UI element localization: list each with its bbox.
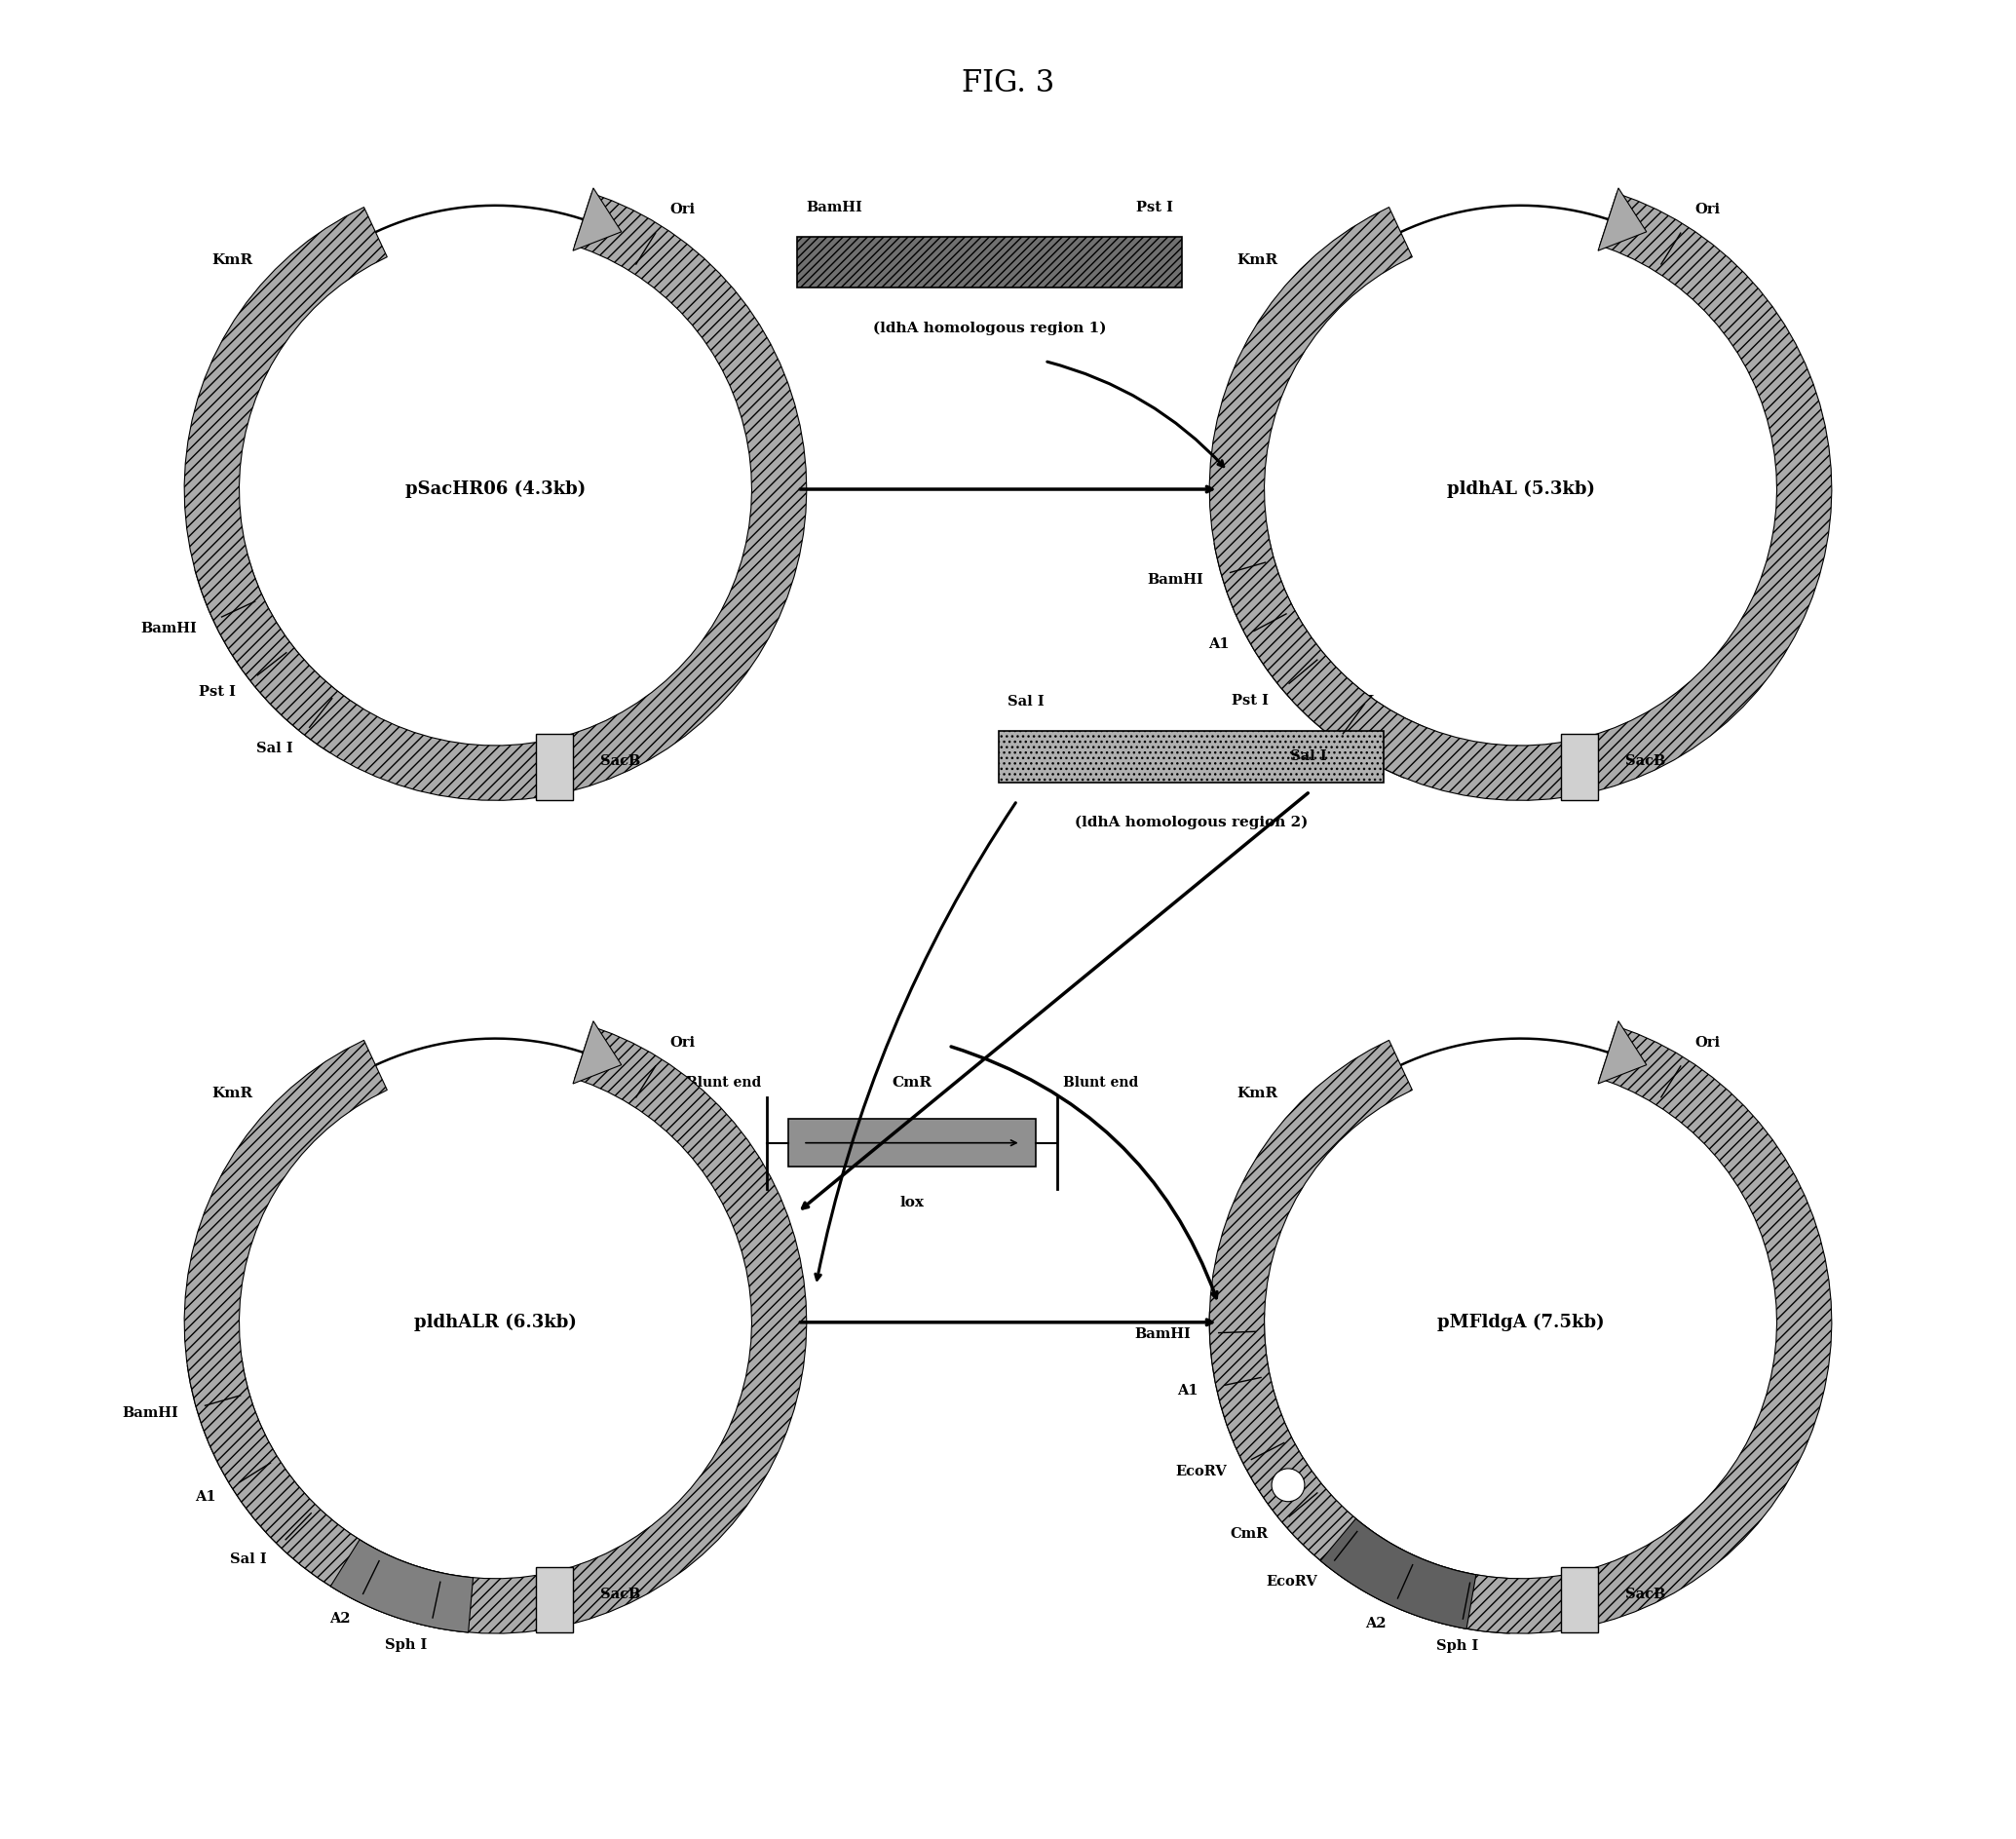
Polygon shape bbox=[1599, 188, 1647, 250]
Polygon shape bbox=[573, 1021, 621, 1083]
Text: BamHI: BamHI bbox=[141, 622, 198, 634]
Text: Blunt end: Blunt end bbox=[685, 1076, 760, 1091]
Polygon shape bbox=[183, 1026, 806, 1633]
Text: pMFldgA (7.5kb): pMFldgA (7.5kb) bbox=[1437, 1313, 1605, 1331]
Text: Sal I: Sal I bbox=[1290, 748, 1327, 763]
Text: BamHI: BamHI bbox=[806, 200, 863, 215]
Text: A1: A1 bbox=[196, 1490, 216, 1504]
Text: pldhALR (6.3kb): pldhALR (6.3kb) bbox=[413, 1313, 577, 1331]
Text: A2: A2 bbox=[1365, 1616, 1387, 1629]
Text: SacB: SacB bbox=[601, 754, 641, 769]
Text: Pst I: Pst I bbox=[200, 686, 236, 699]
Text: Sal I: Sal I bbox=[1008, 695, 1044, 710]
FancyBboxPatch shape bbox=[998, 730, 1383, 782]
Text: Sal I: Sal I bbox=[256, 743, 292, 756]
Text: KmR: KmR bbox=[1238, 1087, 1278, 1100]
Polygon shape bbox=[1320, 1519, 1476, 1629]
Text: BamHI: BamHI bbox=[1135, 1328, 1191, 1341]
Text: Pst I: Pst I bbox=[1135, 200, 1173, 215]
Polygon shape bbox=[183, 193, 806, 800]
Text: (ldhA homologous region 1): (ldhA homologous region 1) bbox=[873, 320, 1107, 335]
Polygon shape bbox=[1214, 533, 1425, 778]
Text: BamHI: BamHI bbox=[123, 1407, 179, 1420]
Text: BamHI: BamHI bbox=[1147, 574, 1204, 587]
Text: KmR: KmR bbox=[212, 254, 252, 267]
Text: SacB: SacB bbox=[1625, 754, 1665, 769]
Polygon shape bbox=[331, 1539, 474, 1633]
Text: Sph I: Sph I bbox=[385, 1639, 427, 1651]
Text: SacB: SacB bbox=[1625, 1587, 1665, 1602]
Text: Ori: Ori bbox=[669, 202, 696, 217]
Text: KmR: KmR bbox=[1238, 254, 1278, 267]
Polygon shape bbox=[573, 188, 621, 250]
Text: EcoRV: EcoRV bbox=[1266, 1576, 1318, 1589]
Text: Ori: Ori bbox=[1695, 202, 1720, 217]
Polygon shape bbox=[196, 555, 359, 754]
Text: pSacHR06 (4.3kb): pSacHR06 (4.3kb) bbox=[405, 480, 587, 498]
Bar bbox=[536, 1567, 573, 1633]
Text: CmR: CmR bbox=[1230, 1528, 1268, 1541]
Bar bbox=[536, 734, 573, 800]
Polygon shape bbox=[1210, 193, 1833, 800]
Text: pldhAL (5.3kb): pldhAL (5.3kb) bbox=[1447, 480, 1595, 498]
Text: Pst I: Pst I bbox=[1232, 695, 1268, 708]
Text: A2: A2 bbox=[331, 1611, 351, 1626]
Polygon shape bbox=[1210, 1026, 1833, 1633]
Text: Sph I: Sph I bbox=[1437, 1639, 1480, 1653]
Polygon shape bbox=[187, 1357, 474, 1633]
Text: A1: A1 bbox=[1177, 1385, 1198, 1398]
Text: Blunt end: Blunt end bbox=[1062, 1076, 1139, 1091]
Text: KmR: KmR bbox=[212, 1087, 252, 1100]
Circle shape bbox=[1272, 1469, 1304, 1502]
Text: Sph I: Sph I bbox=[1333, 695, 1375, 710]
Text: Sal I: Sal I bbox=[230, 1552, 266, 1567]
Bar bbox=[1560, 1567, 1599, 1633]
FancyBboxPatch shape bbox=[798, 237, 1181, 289]
Text: A1: A1 bbox=[1208, 636, 1230, 651]
Text: lox: lox bbox=[899, 1195, 923, 1210]
Text: Ori: Ori bbox=[669, 1035, 696, 1050]
Polygon shape bbox=[1599, 1021, 1647, 1083]
FancyBboxPatch shape bbox=[788, 1120, 1036, 1166]
Bar bbox=[1560, 734, 1599, 800]
Text: EcoRV: EcoRV bbox=[1175, 1466, 1228, 1479]
Text: CmR: CmR bbox=[891, 1076, 931, 1091]
Polygon shape bbox=[1210, 1311, 1512, 1633]
Text: FIG. 3: FIG. 3 bbox=[962, 68, 1054, 97]
Text: Ori: Ori bbox=[1695, 1035, 1720, 1050]
Text: SacB: SacB bbox=[601, 1587, 641, 1602]
Text: (ldhA homologous region 2): (ldhA homologous region 2) bbox=[1075, 815, 1308, 829]
